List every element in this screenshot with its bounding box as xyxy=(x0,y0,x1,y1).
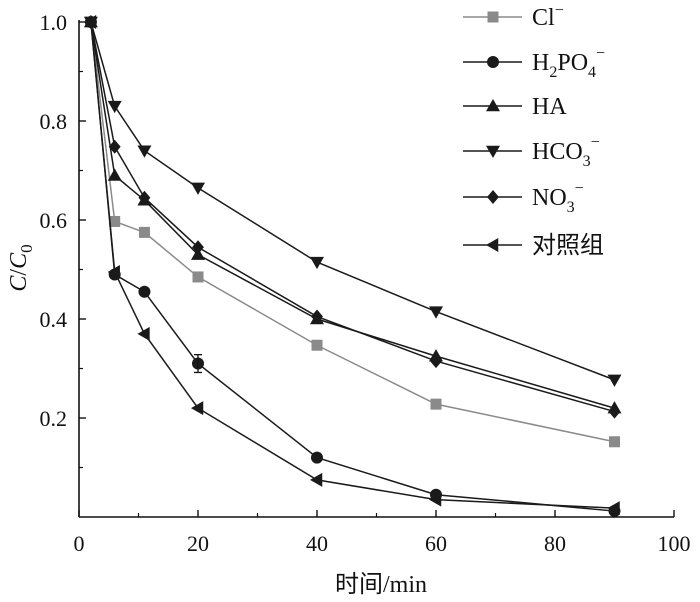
legend-item-5: 对照组 xyxy=(463,232,604,259)
series-line xyxy=(90,21,615,413)
legend-label: NO3− xyxy=(532,180,584,216)
legend-item-4: NO3− xyxy=(463,180,584,216)
data-point xyxy=(192,271,204,283)
legend-label: H2PO4− xyxy=(532,45,605,81)
legend-label: HA xyxy=(532,94,567,120)
data-point xyxy=(608,404,621,419)
series-5 xyxy=(83,15,620,516)
data-point xyxy=(108,139,121,154)
y-axis-title-slash: / xyxy=(6,269,32,276)
legend-label-base: 对照组 xyxy=(532,232,604,259)
y-tick-label: 0.2 xyxy=(40,406,68,431)
data-point xyxy=(191,401,204,416)
legend-label-sup: − xyxy=(575,180,584,197)
legend-label-base: HA xyxy=(532,94,567,120)
data-point xyxy=(192,240,204,255)
data-point xyxy=(607,501,620,516)
x-tick-label: 40 xyxy=(306,531,328,556)
legend-marker xyxy=(486,99,500,112)
data-point xyxy=(311,309,323,324)
y-tick-label: 0.4 xyxy=(40,307,68,332)
axes: 0 20 40 60 80 100 0.2 0.4 0.6 0.8 1.0 xyxy=(40,10,691,556)
data-point xyxy=(109,215,121,227)
data-point xyxy=(83,15,97,29)
x-tick-label: 80 xyxy=(544,531,566,556)
legend-label-sub: 4 xyxy=(588,64,596,81)
data-point xyxy=(138,285,151,298)
x-tick-label: 20 xyxy=(187,531,209,556)
data-point xyxy=(138,190,151,205)
y-tick-label: 1.0 xyxy=(40,10,68,35)
data-point xyxy=(609,436,620,448)
series-0 xyxy=(85,16,620,448)
legend-label-sup: − xyxy=(591,134,600,151)
legend-marker xyxy=(487,56,499,68)
legend-item-0: Cl− xyxy=(463,2,564,31)
y-axis-title-c0: C xyxy=(6,252,32,269)
series-line xyxy=(90,21,615,443)
x-axis-title: 时间/min xyxy=(335,571,427,598)
legend-label-sub: 3 xyxy=(583,153,591,170)
y-axis-title-c: C xyxy=(6,275,32,292)
legend-item-2: HA xyxy=(463,94,567,120)
data-point xyxy=(107,168,122,181)
legend-label-sup: − xyxy=(596,45,605,62)
data-point xyxy=(138,226,150,238)
y-axis-title: C/C0 xyxy=(6,244,36,291)
series-3 xyxy=(83,16,622,387)
legend-item-3: HCO3− xyxy=(463,134,600,170)
legend-label-base: HCO xyxy=(532,139,583,165)
y-axis-title-sub: 0 xyxy=(17,244,36,253)
legend-label-base: H xyxy=(532,50,549,76)
legend-label-base: Cl xyxy=(532,5,555,31)
data-point xyxy=(311,339,323,351)
data-point xyxy=(107,100,122,114)
legend-marker xyxy=(486,238,499,252)
data-point xyxy=(430,354,442,369)
data-point xyxy=(107,264,120,279)
x-tick-label: 100 xyxy=(658,531,691,556)
legend-label-base: NO xyxy=(532,185,567,211)
data-point xyxy=(429,492,442,507)
series-1 xyxy=(84,16,621,518)
series-layer xyxy=(83,15,622,518)
legend-label: Cl− xyxy=(532,2,564,31)
data-point xyxy=(310,256,324,270)
data-point xyxy=(310,472,323,487)
data-point xyxy=(430,398,442,410)
legend-label-sub: 2 xyxy=(549,64,557,81)
legend-label-sub: 3 xyxy=(567,199,575,216)
legend-label-mid: PO xyxy=(557,50,588,76)
legend-item-1: H2PO4− xyxy=(463,45,605,81)
y-tick-label: 0.8 xyxy=(40,109,68,134)
y-tick-label: 0.6 xyxy=(40,208,68,233)
data-point xyxy=(191,182,205,195)
data-point xyxy=(607,374,622,387)
legend-marker xyxy=(487,11,499,23)
data-point xyxy=(429,306,443,319)
x-tick-label: 0 xyxy=(74,531,85,556)
data-point xyxy=(137,145,152,158)
legend-label-sup: − xyxy=(555,2,564,19)
data-point xyxy=(137,326,150,341)
data-point xyxy=(311,451,323,464)
legend-marker xyxy=(486,145,500,158)
legend-label: 对照组 xyxy=(532,232,604,259)
legend-label: HCO3− xyxy=(532,134,600,170)
x-tick-label: 60 xyxy=(425,531,447,556)
legend-marker xyxy=(487,190,499,204)
